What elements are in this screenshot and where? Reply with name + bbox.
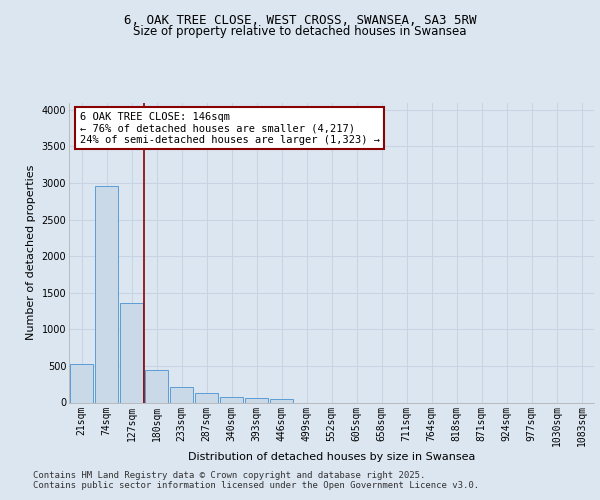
Bar: [245, 398, 268, 402]
Bar: [70, 364, 93, 403]
Y-axis label: Number of detached properties: Number of detached properties: [26, 165, 36, 340]
Text: Contains HM Land Registry data © Crown copyright and database right 2025.: Contains HM Land Registry data © Crown c…: [33, 472, 425, 480]
Text: 6 OAK TREE CLOSE: 146sqm
← 76% of detached houses are smaller (4,217)
24% of sem: 6 OAK TREE CLOSE: 146sqm ← 76% of detach…: [79, 112, 380, 144]
Bar: [120, 303, 143, 402]
Bar: [195, 393, 218, 402]
Bar: [170, 387, 193, 402]
Text: Contains public sector information licensed under the Open Government Licence v3: Contains public sector information licen…: [33, 482, 479, 490]
X-axis label: Distribution of detached houses by size in Swansea: Distribution of detached houses by size …: [188, 452, 475, 462]
Bar: [95, 186, 118, 402]
Bar: [270, 399, 293, 402]
Bar: [145, 370, 168, 402]
Text: 6, OAK TREE CLOSE, WEST CROSS, SWANSEA, SA3 5RW: 6, OAK TREE CLOSE, WEST CROSS, SWANSEA, …: [124, 14, 476, 26]
Text: Size of property relative to detached houses in Swansea: Size of property relative to detached ho…: [133, 24, 467, 38]
Bar: [220, 396, 243, 402]
